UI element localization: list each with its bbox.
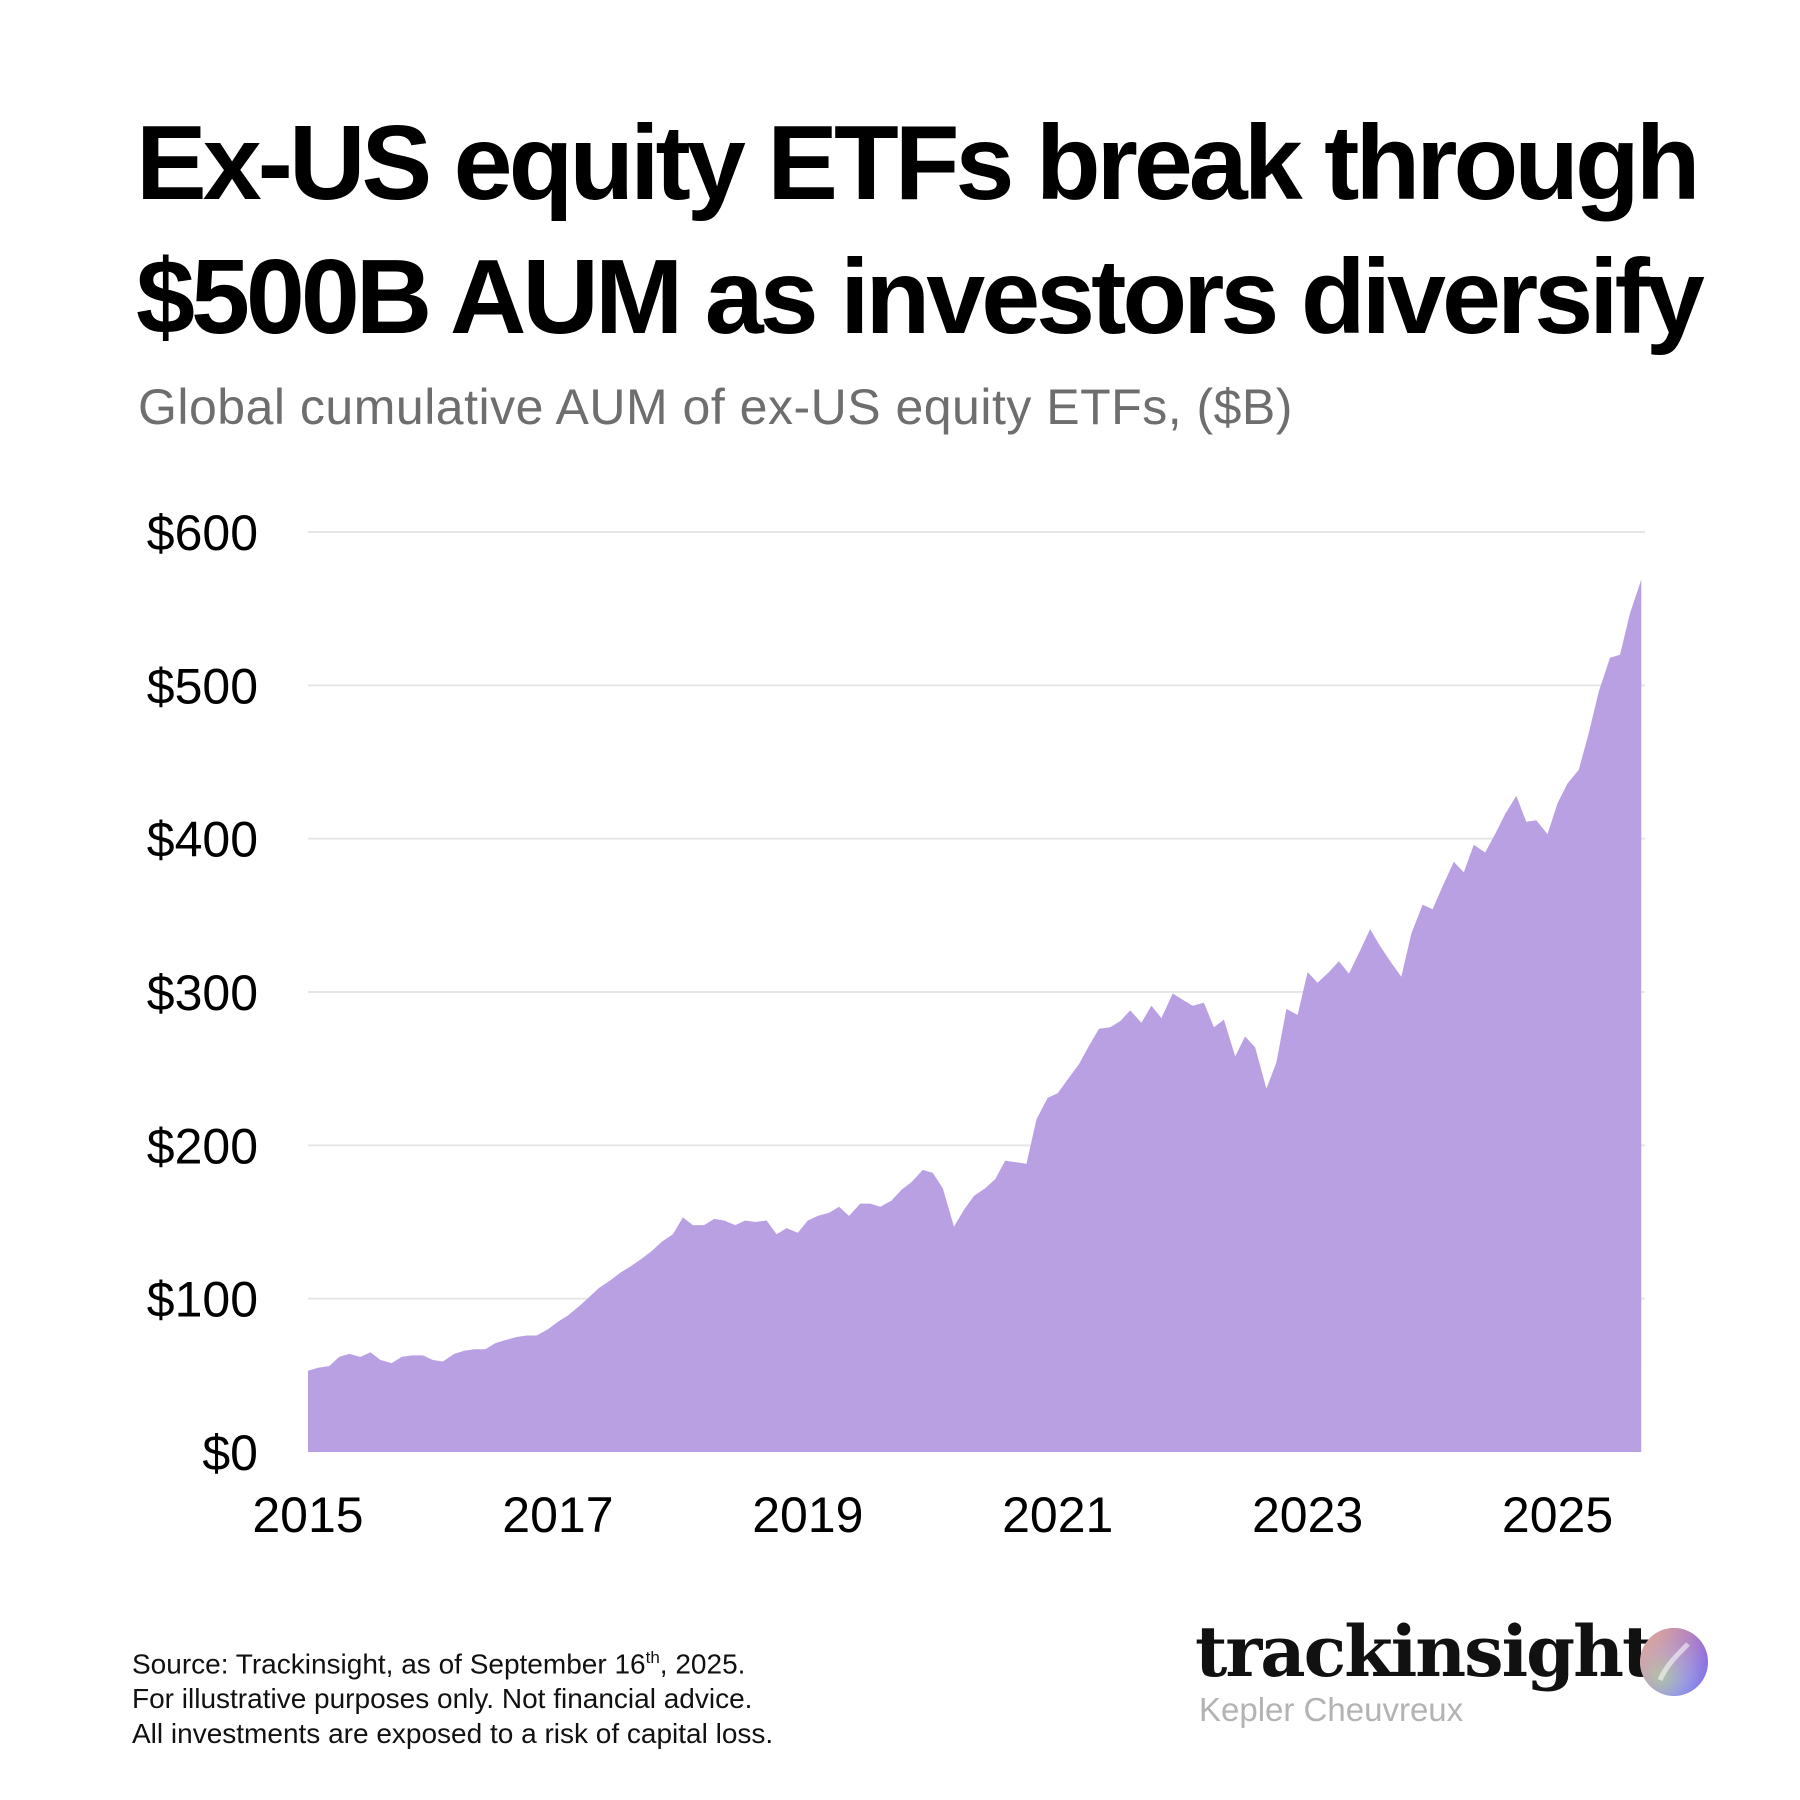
- x-tick-label: 2019: [752, 1487, 863, 1543]
- y-tick-label: $200: [147, 1118, 258, 1174]
- title-line-2: $500B AUM as investors diversify: [136, 238, 1705, 356]
- source-superscript: th: [645, 1648, 660, 1667]
- chart-subtitle: Global cumulative AUM of ex-US equity ET…: [138, 379, 1293, 435]
- brand-block: trackinsight Kepler Cheuvreux: [1195, 1610, 1654, 1728]
- x-tick-label: 2015: [252, 1487, 363, 1543]
- source-prefix: Source: Trackinsight, as of September 16: [132, 1648, 646, 1680]
- y-tick-label: $300: [147, 965, 258, 1021]
- title-line-1: Ex-US equity ETFs break through: [136, 104, 1700, 222]
- trackinsight-logo-icon: [1640, 1628, 1708, 1696]
- x-tick-label: 2025: [1502, 1487, 1613, 1543]
- footer-notes: Source: Trackinsight, as of September 16…: [132, 1640, 773, 1751]
- brand-wordmark: trackinsight: [1195, 1610, 1654, 1693]
- x-tick-label: 2017: [502, 1487, 613, 1543]
- risk-note: All investments are exposed to a risk of…: [132, 1718, 774, 1750]
- y-tick-label: $600: [147, 505, 258, 561]
- disclaimer-line: For illustrative purposes only. Not fina…: [132, 1683, 753, 1715]
- x-tick-label: 2021: [1002, 1487, 1113, 1543]
- source-suffix: , 2025.: [659, 1648, 746, 1680]
- y-tick-label: $500: [147, 658, 258, 714]
- aum-area: [308, 579, 1642, 1452]
- y-tick-label: $400: [147, 812, 258, 868]
- x-tick-label: 2023: [1252, 1487, 1363, 1543]
- brand-partner: Kepler Cheuvreux: [1199, 1691, 1464, 1728]
- area-chart: $0 $100 $200 $300 $400 $500 $600 2015 2017 2019 20…: [147, 505, 1645, 1543]
- y-tick-label: $100: [147, 1272, 258, 1328]
- y-tick-label: $0: [202, 1425, 258, 1481]
- chart-title: Ex-US equity ETFs break through $500B AU…: [136, 96, 1736, 364]
- source-note: Source: Trackinsight, as of September 16…: [132, 1640, 773, 1681]
